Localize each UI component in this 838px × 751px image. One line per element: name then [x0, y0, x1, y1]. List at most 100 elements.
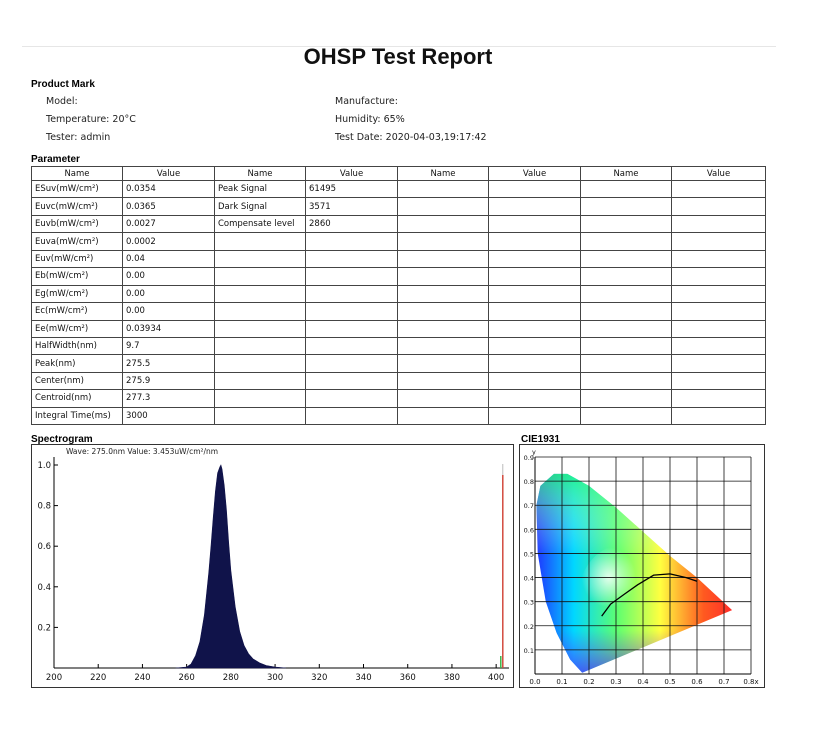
value-cell [671, 232, 766, 251]
name-cell: Eg(mW/cm²) [31, 284, 123, 304]
x-tick-label: 300 [267, 673, 283, 683]
value-cell [305, 354, 398, 373]
page-title: OHSP Test Report [303, 44, 493, 69]
name-cell [397, 336, 489, 356]
value-cell [305, 336, 398, 356]
name-cell [580, 267, 672, 286]
value-cell: 275.5 [122, 354, 215, 373]
y-tick-label: 0.8 [37, 502, 51, 512]
value-cell [305, 319, 398, 338]
name-cell [397, 389, 489, 408]
name-cell: Ee(mW/cm²) [31, 319, 123, 338]
table-row: Peak(nm) 275.5 [31, 354, 766, 373]
value-cell: 0.00 [122, 284, 215, 304]
value-cell [488, 284, 581, 304]
value-cell: 0.0365 [122, 197, 215, 216]
name-cell [397, 249, 489, 269]
value-cell [305, 389, 398, 408]
value-cell [671, 249, 766, 269]
product-mark-heading: Product Mark [31, 79, 95, 90]
value-cell [671, 319, 766, 338]
humidity-field: Humidity: 65% [335, 114, 405, 125]
name-cell [397, 267, 489, 286]
name-cell [580, 371, 672, 391]
y-tick-label: 0.2 [37, 623, 51, 633]
name-cell [580, 179, 672, 199]
table-row: Euvb(mW/cm²) 0.0027 Compensate level 2860 [31, 214, 766, 234]
parameter-heading: Parameter [31, 154, 80, 165]
value-cell: 0.03934 [122, 319, 215, 338]
y-tick-label: 1.0 [37, 461, 51, 471]
value-cell [488, 302, 581, 321]
table-row: Ec(mW/cm²) 0.00 [31, 302, 766, 321]
y-tick-label: 0.8 [524, 478, 534, 486]
x-tick-label: 400 [488, 673, 504, 683]
value-cell [305, 249, 398, 269]
name-cell: Euvc(mW/cm²) [31, 197, 123, 216]
name-cell: Ec(mW/cm²) [31, 302, 123, 321]
value-cell: 61495 [305, 179, 398, 199]
name-cell [214, 389, 306, 408]
y-tick-label: 0.7 [524, 502, 534, 510]
value-cell [488, 267, 581, 286]
test-date-field: Test Date: 2020-04-03,19:17:42 [335, 132, 487, 143]
x-tick-label: 0.6 [691, 678, 703, 686]
name-cell [214, 284, 306, 304]
x-tick-label: 0.0 [529, 678, 540, 686]
x-tick-label: 340 [355, 673, 371, 683]
value-cell [488, 371, 581, 391]
table-row: Euva(mW/cm²) 0.0002 [31, 232, 766, 251]
x-tick-label: 0.2 [583, 678, 594, 686]
value-cell [488, 179, 581, 199]
name-cell [580, 249, 672, 269]
name-cell: ESuv(mW/cm²) [31, 179, 123, 199]
column-header-name: Name [31, 166, 123, 181]
name-cell [580, 319, 672, 338]
x-tick-label: 320 [311, 673, 327, 683]
value-cell [488, 197, 581, 216]
value-cell: 0.0354 [122, 179, 215, 199]
name-cell: HalfWidth(nm) [31, 336, 123, 356]
name-cell [397, 232, 489, 251]
table-row: Euv(mW/cm²) 0.04 [31, 249, 766, 269]
name-cell [397, 197, 489, 216]
table-row: Integral Time(ms) 3000 [31, 406, 766, 426]
spectrogram-chart: Wave: 275.0nm Value: 3.453uW/cm²/nm 1.0 0… [37, 447, 509, 683]
value-cell [305, 371, 398, 391]
value-cell [671, 354, 766, 373]
name-cell [580, 354, 672, 373]
value-cell [305, 232, 398, 251]
cie-heading: CIE1931 [521, 434, 560, 445]
y-tick-label: 0.6 [37, 542, 51, 552]
value-cell: 0.00 [122, 302, 215, 321]
name-cell [214, 249, 306, 269]
x-tick-label: 0.1 [556, 678, 567, 686]
value-cell [671, 284, 766, 304]
table-row: HalfWidth(nm) 9.7 [31, 336, 766, 356]
name-cell: Euva(mW/cm²) [31, 232, 123, 251]
y-tick-label: 0.6 [524, 526, 534, 534]
model-field: Model: [46, 96, 78, 107]
name-cell [580, 214, 672, 234]
name-cell [214, 232, 306, 251]
value-cell [671, 267, 766, 286]
column-header-value: Value [305, 166, 398, 181]
x-tick-label: 280 [223, 673, 239, 683]
value-cell [671, 179, 766, 199]
value-cell [488, 214, 581, 234]
value-cell: 0.04 [122, 249, 215, 269]
name-cell: Dark Signal [214, 197, 306, 216]
name-cell [214, 371, 306, 391]
value-cell [488, 354, 581, 373]
name-cell [214, 336, 306, 356]
table-row: Centroid(nm) 277.3 [31, 389, 766, 408]
value-cell [671, 197, 766, 216]
value-cell [671, 406, 766, 426]
spectrogram-frame: Wave: 275.0nm Value: 3.453uW/cm²/nm 1.0 0… [31, 444, 514, 688]
name-cell [214, 354, 306, 373]
spectrogram-readout: Wave: 275.0nm Value: 3.453uW/cm²/nm [66, 447, 218, 456]
name-cell [214, 319, 306, 338]
y-tick-label: 0.4 [37, 583, 51, 593]
y-tick-label: 0.4 [524, 575, 534, 583]
name-cell [580, 197, 672, 216]
